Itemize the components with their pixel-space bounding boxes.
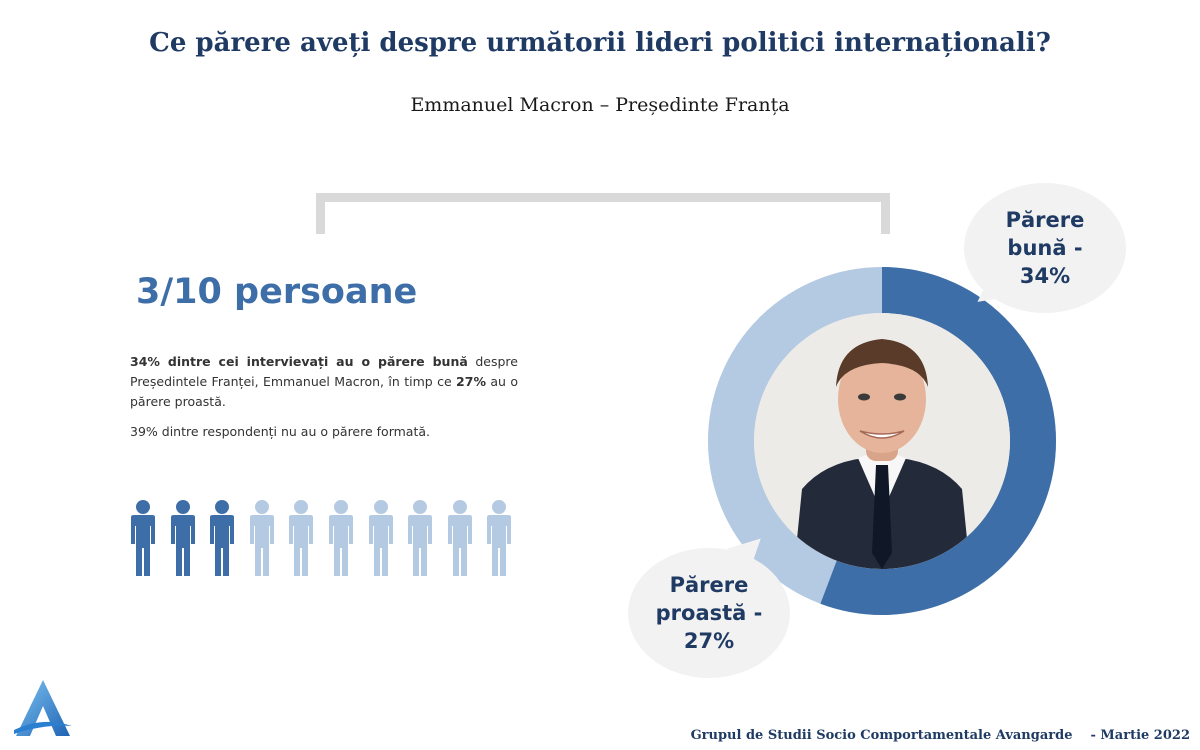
callout-bad-line1: Părere [669, 573, 749, 597]
big-stat: 3/10 persoane [136, 272, 418, 312]
opinion-donut-chart [708, 267, 1056, 615]
person-icon [131, 500, 155, 576]
person-icon [170, 500, 195, 576]
page-title: Ce părere aveți despre următorii lideri … [149, 28, 1051, 58]
person-icon [368, 500, 393, 576]
person-icon [408, 500, 433, 576]
callout-good-line1: Părere [1005, 208, 1085, 232]
portrait-photo [754, 313, 1010, 569]
person-pictogram-row [128, 500, 528, 578]
avangarde-logo-icon [14, 680, 72, 736]
summary-bold-1: 34% dintre cei intervievați au o părere … [130, 354, 468, 369]
bracket-divider [316, 193, 890, 234]
callout-good-opinion: Părere bună - 34% [964, 183, 1126, 313]
footer-org: Grupul de Studii Socio Comportamentale A… [690, 728, 1073, 743]
callout-bad-line2: proastă - [655, 601, 763, 625]
person-icon [447, 500, 472, 576]
summary-paragraph: 34% dintre cei intervievați au o părere … [130, 352, 518, 412]
summary-text-2: au o părere proastă. [130, 374, 518, 409]
footer-date: - Martie 2022 [1090, 728, 1190, 743]
summary-text-1: despre Președintele Franței, Emmanuel Ma… [130, 354, 518, 389]
callout-good-line3: 34% [1019, 264, 1071, 288]
summary-bold-2: 27% [456, 374, 486, 389]
callout-bad-opinion: Părere proastă - 27% [628, 548, 790, 678]
callout-good-line2: bună - [1007, 236, 1083, 260]
portrait-illustration [754, 313, 1010, 569]
person-icon [210, 500, 235, 576]
person-icon [289, 500, 314, 576]
footer: Grupul de Studii Socio Comportamentale A… [691, 728, 1190, 743]
page-subtitle: Emmanuel Macron – Președinte Franța [410, 94, 790, 116]
person-icon [487, 500, 512, 576]
person-icon [329, 500, 353, 576]
summary-paragraph-2: 39% dintre respondenți nu au o părere fo… [130, 424, 430, 439]
callout-bad-line3: 27% [683, 629, 735, 653]
donut-slice-good [708, 267, 1056, 615]
person-icon [249, 500, 274, 576]
